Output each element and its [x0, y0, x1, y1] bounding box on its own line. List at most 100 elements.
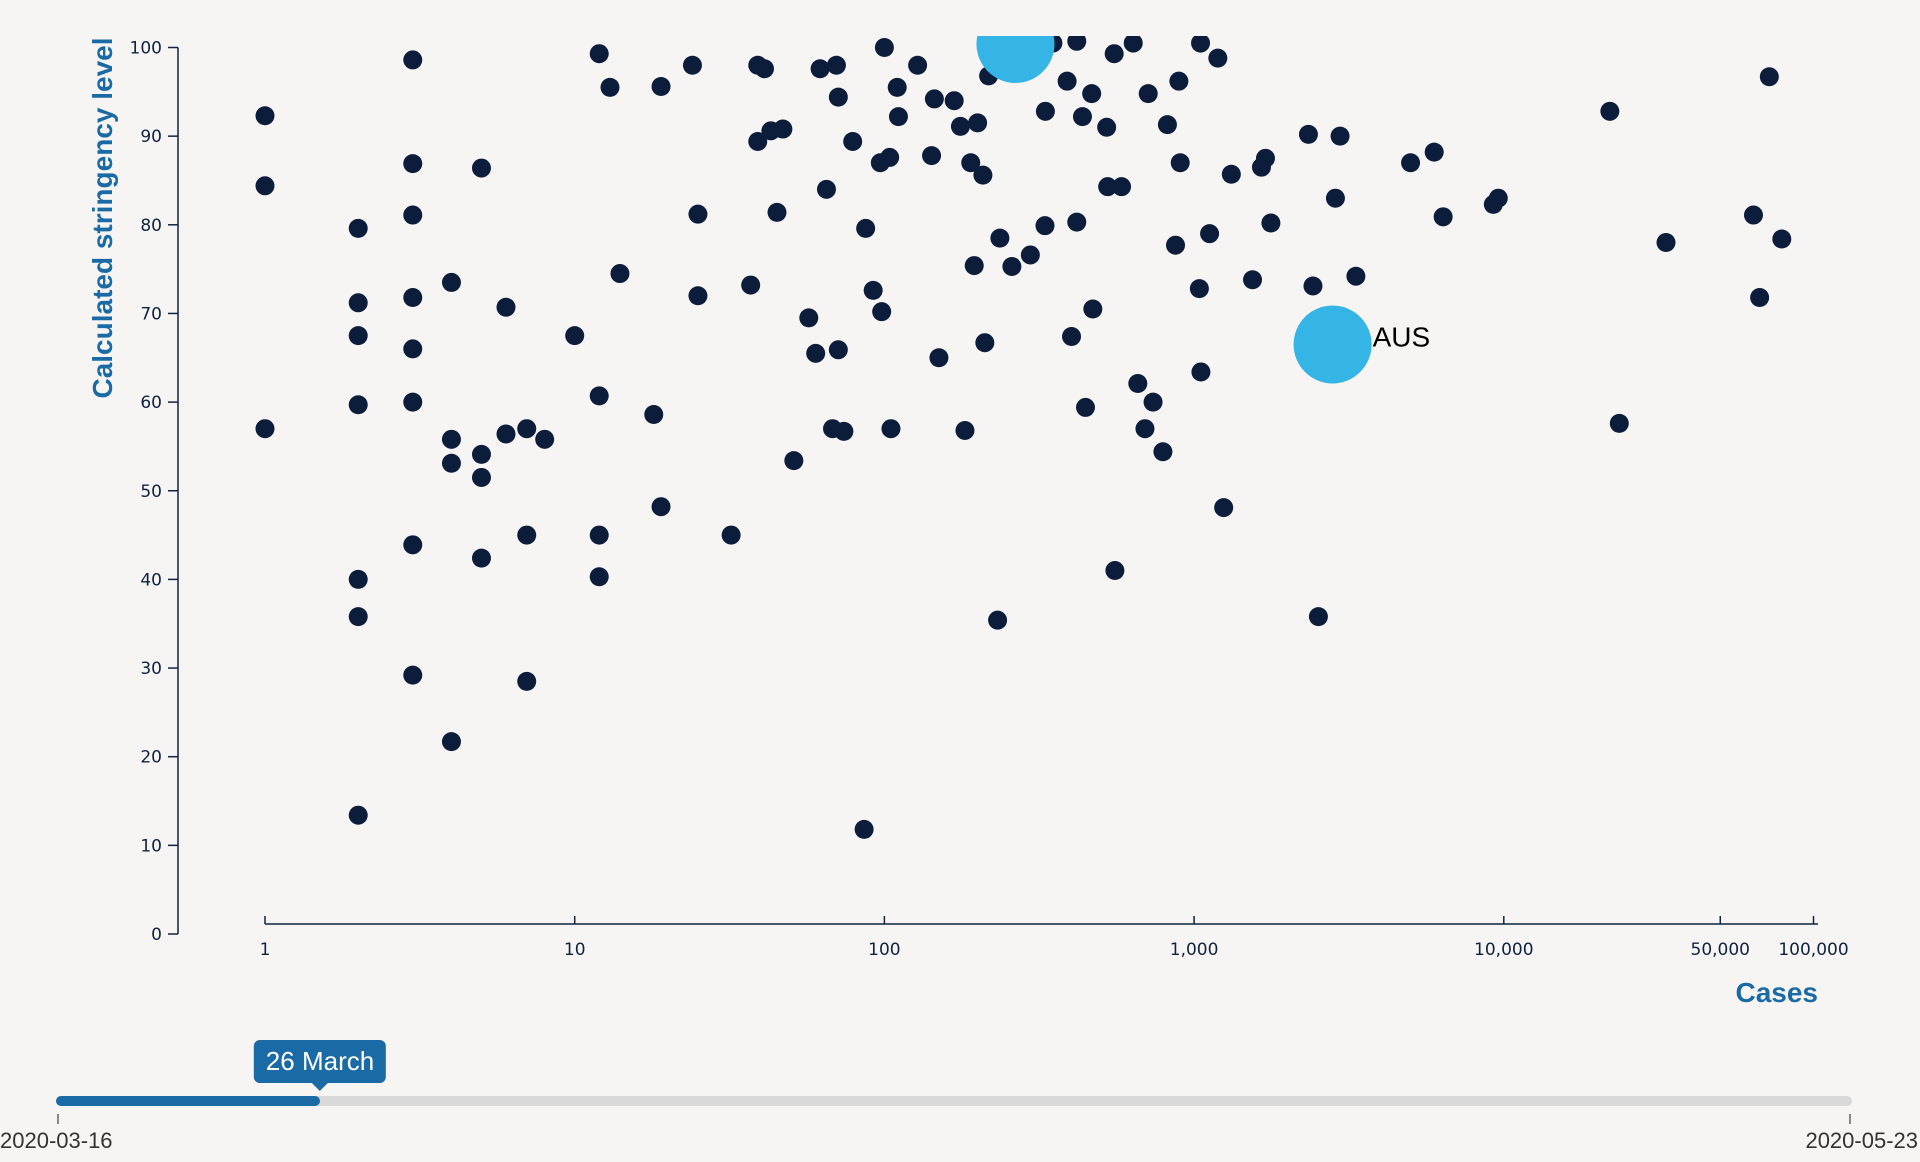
data-point	[600, 77, 620, 97]
data-point	[471, 158, 491, 178]
data-point	[403, 154, 423, 174]
data-point	[651, 497, 671, 517]
data-point	[767, 202, 787, 222]
x-axis: 1 10 100 1,000 10,000 50,000 100,000	[260, 916, 1849, 960]
data-point	[1759, 67, 1779, 87]
data-point	[863, 280, 883, 300]
y-tick-label: 40	[140, 570, 162, 590]
data-point	[610, 264, 630, 284]
data-point	[1170, 153, 1190, 173]
data-point	[1098, 177, 1118, 197]
data-point	[975, 333, 995, 353]
data-point	[1057, 71, 1077, 91]
data-point	[517, 525, 537, 545]
data-point	[1191, 36, 1211, 53]
data-point	[834, 421, 854, 441]
data-point	[1169, 71, 1189, 91]
data-point	[403, 339, 423, 359]
highlighted-points: AUS	[976, 36, 1430, 384]
data-point	[872, 302, 892, 322]
data-point	[403, 535, 423, 555]
data-point	[441, 272, 461, 292]
data-point	[1200, 224, 1220, 244]
data-point	[517, 419, 537, 439]
data-point	[1189, 279, 1209, 299]
data-point	[888, 107, 908, 127]
data-point	[754, 59, 774, 79]
highlight-point	[1293, 305, 1372, 384]
data-point	[403, 205, 423, 225]
data-point	[441, 732, 461, 752]
data-point	[748, 131, 768, 151]
data-point	[535, 429, 555, 449]
data-point	[496, 297, 516, 317]
y-axis-title: Calculated stringency level	[87, 37, 118, 398]
y-tick-label: 70	[140, 304, 162, 324]
data-point	[828, 87, 848, 107]
data-point	[1346, 266, 1366, 286]
data-point	[255, 176, 275, 196]
data-point	[565, 326, 585, 346]
data-point	[1609, 413, 1629, 433]
data-point	[1656, 233, 1676, 253]
timeline-handle-label[interactable]: 26 March	[253, 1040, 387, 1083]
data-point	[887, 77, 907, 97]
timeline-start-label: 2020-03-16	[0, 1128, 113, 1153]
data-point	[688, 286, 708, 306]
data-point	[1743, 205, 1763, 225]
data-point	[922, 146, 942, 166]
data-point	[682, 55, 702, 75]
data-point	[348, 607, 368, 627]
data-point	[973, 165, 993, 185]
x-tick-label: 50,000	[1691, 940, 1750, 960]
data-point	[1772, 229, 1792, 249]
y-axis: 0 10 20 30 40 50 60 70 80 90 100	[130, 39, 179, 945]
data-point	[688, 204, 708, 224]
y-tick-label: 60	[140, 393, 162, 413]
x-tick-label: 1,000	[1170, 940, 1219, 960]
data-point	[968, 113, 988, 133]
data-point	[1072, 107, 1092, 127]
data-point	[589, 44, 609, 64]
data-point	[348, 218, 368, 238]
y-tick-label: 80	[140, 216, 162, 236]
timeline-start-tick	[57, 1114, 59, 1124]
data-point	[810, 59, 830, 79]
data-point	[348, 569, 368, 589]
data-point	[988, 610, 1008, 630]
data-point	[929, 348, 949, 368]
data-point	[950, 116, 970, 136]
data-point	[496, 424, 516, 444]
data-point	[1191, 362, 1211, 382]
timeline-end-label: 2020-05-23	[1805, 1128, 1918, 1153]
data-point	[908, 55, 928, 75]
data-point	[784, 451, 804, 471]
data-point	[441, 429, 461, 449]
data-point	[1105, 561, 1125, 581]
x-tick-label: 1	[260, 940, 271, 960]
data-point	[471, 467, 491, 487]
data-point	[255, 419, 275, 439]
data-point	[1308, 607, 1328, 627]
data-point	[721, 525, 741, 545]
x-tick-label: 10,000	[1474, 940, 1533, 960]
timeline-track[interactable]	[56, 1096, 1852, 1106]
data-point	[944, 91, 964, 111]
data-point	[1750, 287, 1770, 307]
data-point	[961, 153, 981, 173]
date-timeline[interactable]: 26 March 2020-03-16 2020-05-23	[0, 1030, 1920, 1162]
data-point	[1330, 126, 1350, 146]
data-point	[1128, 373, 1148, 393]
data-point	[741, 275, 761, 295]
data-point	[644, 405, 664, 425]
data-point	[1433, 207, 1453, 227]
data-point	[1424, 142, 1444, 162]
data-point	[828, 340, 848, 360]
data-point	[403, 50, 423, 70]
data-point	[1067, 36, 1087, 51]
y-tick-label: 90	[140, 127, 162, 147]
data-point	[1401, 153, 1421, 173]
data-point	[1261, 213, 1281, 233]
data-point	[856, 218, 876, 238]
